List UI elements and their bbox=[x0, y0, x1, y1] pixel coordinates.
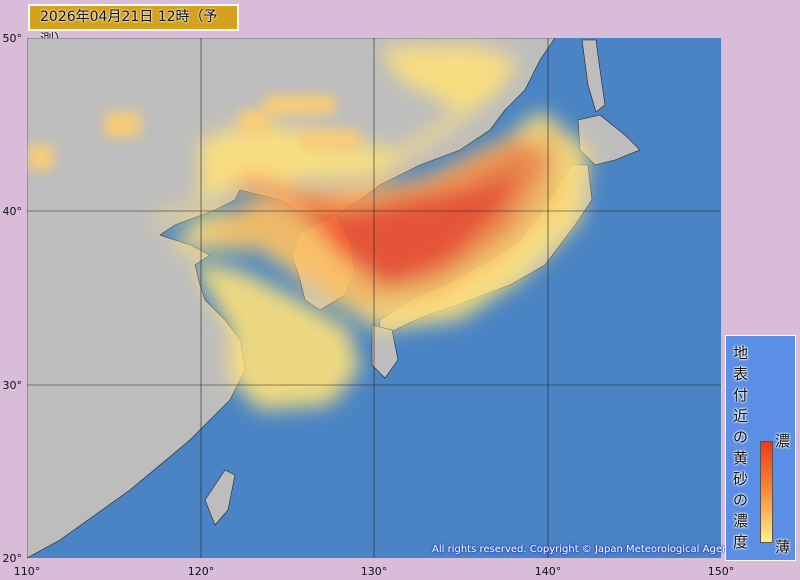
legend-title-char: 黄 bbox=[733, 449, 749, 467]
legend-title-char: の bbox=[733, 428, 749, 446]
forecast-time-title: 2026年04月21日 12時（予測） bbox=[28, 4, 239, 48]
dust-forecast-map bbox=[27, 38, 721, 558]
legend-color-bar bbox=[760, 441, 773, 543]
lat-label-30: 30° bbox=[2, 379, 23, 392]
kyushu bbox=[371, 324, 399, 379]
legend-title-char: 近 bbox=[733, 407, 749, 425]
dust-concentration bbox=[28, 45, 590, 410]
sakhalin bbox=[581, 39, 606, 113]
lon-label-150: 150° bbox=[707, 565, 735, 578]
legend-low-label: 薄 bbox=[775, 538, 791, 556]
legend-title-char: の bbox=[733, 491, 749, 509]
legend-title-char: 地 bbox=[733, 344, 749, 362]
legend-title-char: 度 bbox=[733, 533, 749, 551]
copyright-notice: All rights reserved. Copyright © Japan M… bbox=[432, 544, 740, 555]
lon-label-140: 140° bbox=[534, 565, 562, 578]
lon-label-110: 110° bbox=[13, 565, 41, 578]
concentration-legend: 地 表 付 近 の 黄 砂 の 濃 度 濃 薄 bbox=[725, 335, 796, 561]
lat-label-40: 40° bbox=[2, 205, 23, 218]
lat-label-50: 50° bbox=[2, 32, 23, 45]
taiwan bbox=[204, 469, 236, 526]
legend-title-char: 砂 bbox=[733, 470, 749, 488]
lat-label-20: 20° bbox=[2, 552, 23, 565]
legend-high-label: 濃 bbox=[775, 432, 791, 450]
graticule bbox=[27, 38, 721, 558]
legend-title-char: 濃 bbox=[733, 512, 749, 530]
legend-title-char: 付 bbox=[733, 386, 749, 404]
lon-label-130: 130° bbox=[360, 565, 388, 578]
lon-label-120: 120° bbox=[187, 565, 215, 578]
legend-title-char: 表 bbox=[733, 365, 749, 383]
